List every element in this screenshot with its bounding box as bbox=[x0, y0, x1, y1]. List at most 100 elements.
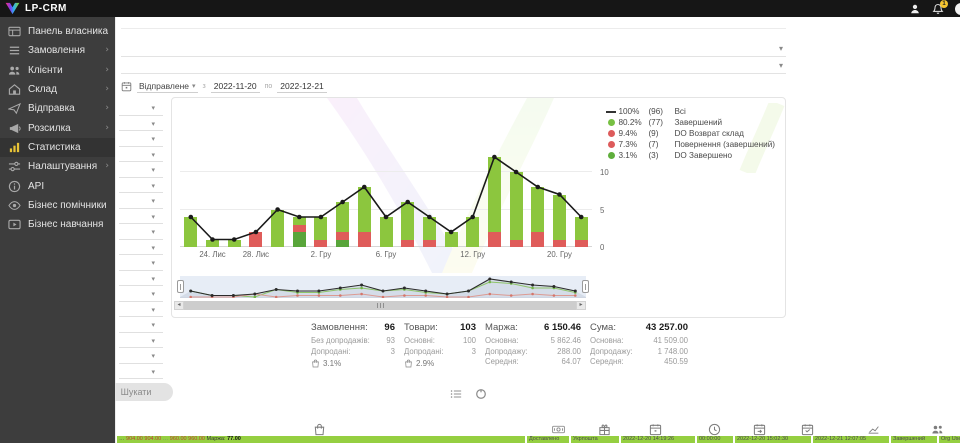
side-filter-select-17[interactable]: ▾ bbox=[119, 348, 163, 364]
shopping-bag-icon[interactable] bbox=[313, 423, 326, 436]
stacked-bar-4[interactable] bbox=[249, 232, 263, 247]
stacked-bar-15[interactable] bbox=[487, 157, 501, 247]
banknote-icon[interactable] bbox=[552, 423, 565, 436]
sidebar-item-business-helpers[interactable]: Бізнес помічники bbox=[0, 196, 115, 215]
side-filter-select-8[interactable]: ▾ bbox=[119, 209, 163, 224]
stacked-bar-13[interactable] bbox=[444, 232, 458, 247]
legend-count: (77) bbox=[648, 118, 664, 127]
side-filter-select-6[interactable]: ▾ bbox=[119, 178, 163, 193]
side-filter-select-11[interactable]: ▾ bbox=[119, 255, 163, 271]
side-filter-select-9[interactable]: ▾ bbox=[119, 224, 163, 240]
sidebar-item-clients[interactable]: Клієнти › bbox=[0, 61, 115, 80]
stacked-bar-12[interactable] bbox=[422, 217, 436, 247]
stacked-bar-5[interactable] bbox=[271, 209, 285, 247]
sidebar-item-business-training[interactable]: Бізнес навчання bbox=[0, 215, 115, 234]
partial-edge-icon[interactable] bbox=[955, 2, 960, 15]
sidebar-item-orders[interactable]: Замовлення › bbox=[0, 41, 115, 60]
stacked-bar-11[interactable] bbox=[401, 202, 415, 247]
stacked-bar-9[interactable] bbox=[357, 187, 371, 247]
notifications-bell-button[interactable]: 1 bbox=[932, 0, 948, 15]
navigator-handle-right[interactable] bbox=[582, 280, 589, 293]
stacked-bar-17[interactable] bbox=[531, 187, 545, 247]
status-chart-icon[interactable] bbox=[867, 423, 880, 436]
sidebar-item-settings[interactable]: Налаштування › bbox=[0, 157, 115, 176]
date-to-input[interactable]: 2022-12-21 bbox=[277, 80, 327, 93]
side-filter-select-15[interactable]: ▾ bbox=[119, 317, 163, 333]
calendar-sent-icon[interactable] bbox=[753, 423, 766, 436]
side-filter-select-14[interactable]: ▾ bbox=[119, 302, 163, 317]
sidebar-item-api[interactable]: API bbox=[0, 176, 115, 195]
sidebar-item-owner-panel[interactable]: Панель власника bbox=[0, 22, 115, 41]
navigator-handle-left[interactable] bbox=[177, 280, 184, 293]
side-filter-select-2[interactable]: ▾ bbox=[119, 116, 163, 131]
side-filter-select-16[interactable]: ▾ bbox=[119, 333, 163, 348]
bar-segment-green bbox=[401, 202, 415, 240]
scroll-left-arrow[interactable]: ◂ bbox=[174, 301, 184, 310]
side-filter-select-4[interactable]: ▾ bbox=[119, 147, 163, 162]
x-tick-label: 20. Гру bbox=[547, 250, 572, 259]
to-word: по bbox=[264, 82, 273, 90]
legend-item[interactable]: 100% (96) Всі bbox=[604, 106, 775, 117]
side-filter-select-10[interactable]: ▾ bbox=[119, 240, 163, 255]
bar-segment-red bbox=[314, 239, 328, 247]
legend-item[interactable]: 80.2% (77) Завершений bbox=[604, 117, 775, 128]
side-filter-select-12[interactable]: ▾ bbox=[119, 271, 163, 286]
gift-icon[interactable] bbox=[598, 423, 611, 436]
stacked-bar-19[interactable] bbox=[574, 217, 588, 247]
sidebar-item-statistics[interactable]: Статистика bbox=[0, 137, 115, 158]
donut-chart-icon[interactable] bbox=[475, 388, 487, 400]
legend-item[interactable]: 9.4% (9) DO Возврат склад bbox=[604, 128, 775, 139]
filter-select-1[interactable]: ▾ bbox=[121, 43, 786, 57]
stacked-bar-6[interactable] bbox=[292, 217, 306, 247]
side-filter-select-5[interactable]: ▾ bbox=[119, 162, 163, 178]
stacked-bar-2[interactable] bbox=[206, 239, 220, 247]
calendar-date-icon[interactable] bbox=[649, 423, 662, 436]
summary-label: Товари: bbox=[404, 322, 438, 333]
list-view-icon[interactable] bbox=[450, 388, 462, 400]
sidebar-item-mailing[interactable]: Розсилка › bbox=[0, 118, 115, 137]
orders-table-row[interactable]: … 904.00 904.00 … 960.00 960.00 Маржа: 7… bbox=[117, 436, 960, 443]
app-logo[interactable]: LP-CRM bbox=[0, 2, 67, 15]
side-filter-select-18[interactable]: ▾ bbox=[119, 364, 163, 379]
chart-navigator[interactable] bbox=[177, 276, 589, 299]
legend-item[interactable]: 3.1% (3) DO Завершено bbox=[604, 150, 775, 161]
api-icon bbox=[8, 180, 21, 193]
sidebar-item-shipping[interactable]: Відправка › bbox=[0, 99, 115, 118]
summary-column-4: Сума: 43 257.00 Основна: 41 509.00 Допродажу… bbox=[590, 322, 688, 368]
side-filter-select-1[interactable]: ▾ bbox=[119, 100, 163, 116]
stacked-bar-16[interactable] bbox=[509, 172, 523, 247]
stacked-bar-14[interactable] bbox=[466, 217, 480, 247]
training-icon bbox=[8, 218, 21, 231]
sidebar-item-label: Замовлення bbox=[28, 45, 85, 57]
legend-item[interactable]: 7.3% (7) Повернення (завершений) bbox=[604, 139, 775, 150]
clients-icon bbox=[8, 64, 21, 77]
side-filter-select-3[interactable]: ▾ bbox=[119, 131, 163, 147]
users-icon[interactable] bbox=[931, 423, 944, 436]
sidebar-item-warehouse[interactable]: Склад › bbox=[0, 80, 115, 99]
calendar-closed-icon[interactable] bbox=[801, 423, 814, 436]
stacked-bar-10[interactable] bbox=[379, 217, 393, 247]
date-from-input[interactable]: 2022-11-20 bbox=[210, 80, 260, 93]
bar-segment-red bbox=[336, 232, 350, 240]
clock-icon[interactable] bbox=[708, 423, 721, 436]
bar-segment-green bbox=[292, 217, 306, 225]
search-button[interactable]: Шукати bbox=[99, 383, 173, 401]
side-filter-select-7[interactable]: ▾ bbox=[119, 193, 163, 209]
stacked-bar-3[interactable] bbox=[227, 239, 241, 247]
stacked-bar-8[interactable] bbox=[336, 202, 350, 247]
sidebar-menu: Панель власника Замовлення › Клієнти › Склад ›… bbox=[0, 17, 115, 234]
legend-count: (3) bbox=[648, 151, 659, 160]
scrollbar-track[interactable] bbox=[184, 301, 576, 310]
user-icon[interactable] bbox=[909, 3, 921, 15]
stacked-bar-18[interactable] bbox=[552, 194, 566, 247]
filter-select-2[interactable]: ▾ bbox=[121, 60, 786, 74]
stacked-bar-1[interactable] bbox=[184, 217, 198, 247]
orders-icon bbox=[8, 44, 21, 57]
stacked-bar-7[interactable] bbox=[314, 217, 328, 247]
bar-segment-red bbox=[292, 224, 306, 232]
scroll-right-arrow[interactable]: ▸ bbox=[576, 301, 586, 310]
side-filter-select-13[interactable]: ▾ bbox=[119, 286, 163, 302]
scrollbar-grip[interactable] bbox=[377, 303, 384, 308]
chevron-down-icon: ▾ bbox=[151, 367, 155, 376]
date-type-select[interactable]: Відправлене ▾ bbox=[137, 80, 198, 93]
